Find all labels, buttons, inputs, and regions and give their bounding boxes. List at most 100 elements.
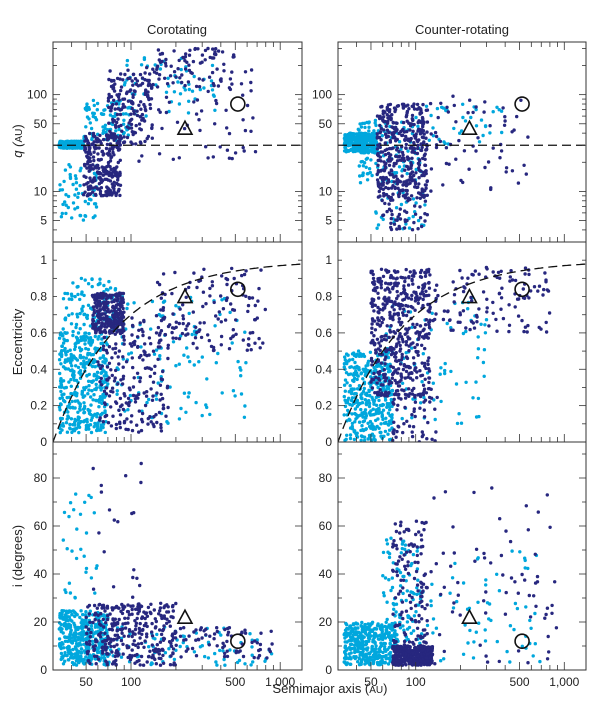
data-point — [418, 216, 423, 220]
data-point — [107, 92, 111, 97]
data-point — [209, 79, 214, 83]
data-point — [84, 346, 88, 351]
data-point — [64, 353, 68, 357]
data-point — [100, 395, 105, 400]
data-point — [393, 378, 397, 383]
data-point — [537, 325, 541, 330]
data-point — [244, 361, 248, 365]
data-point — [476, 396, 481, 401]
circle-marker — [514, 96, 530, 112]
data-point — [397, 140, 402, 144]
data-point — [411, 214, 415, 219]
data-point — [171, 340, 176, 344]
data-point — [129, 112, 133, 116]
data-point — [386, 282, 391, 286]
data-point — [157, 73, 162, 77]
data-point — [135, 371, 140, 375]
data-point — [120, 382, 125, 386]
data-point — [122, 83, 127, 87]
data-point — [78, 615, 82, 620]
data-point — [106, 99, 111, 103]
data-point — [155, 420, 159, 425]
data-point — [384, 176, 388, 180]
data-point — [121, 122, 126, 126]
data-point — [243, 70, 248, 74]
data-point — [163, 332, 167, 337]
data-point — [383, 288, 387, 292]
data-point — [164, 110, 169, 115]
data-point — [416, 227, 420, 231]
data-point — [187, 53, 192, 57]
data-point — [230, 266, 234, 271]
data-point — [81, 355, 86, 359]
data-point — [418, 192, 423, 196]
data-point — [352, 147, 356, 151]
data-point — [119, 378, 123, 382]
data-point — [429, 113, 433, 118]
data-point — [225, 282, 229, 287]
data-point — [376, 385, 380, 390]
data-point — [147, 97, 151, 102]
data-point — [441, 317, 446, 322]
data-point — [88, 324, 93, 328]
data-point — [419, 120, 424, 124]
data-point — [370, 359, 375, 364]
data-point — [98, 380, 102, 384]
data-point — [376, 390, 381, 394]
data-point — [151, 422, 155, 426]
data-point — [125, 306, 129, 311]
data-point — [395, 284, 399, 288]
data-point — [110, 373, 115, 378]
data-point — [409, 164, 413, 168]
y-tick-label: 0 — [40, 435, 47, 449]
data-point — [127, 400, 132, 404]
data-point — [495, 105, 499, 110]
data-point — [392, 302, 396, 306]
data-point — [165, 420, 169, 424]
data-point — [431, 318, 435, 323]
data-point — [147, 353, 151, 357]
data-point — [111, 114, 115, 119]
data-point — [358, 174, 362, 178]
data-point — [142, 349, 146, 353]
data-point — [497, 291, 502, 295]
data-point — [464, 380, 468, 384]
data-point — [181, 314, 185, 318]
data-point — [76, 195, 80, 199]
data-point — [76, 415, 81, 419]
circle-marker — [230, 96, 246, 112]
data-point — [182, 56, 186, 60]
data-point — [520, 318, 524, 323]
data-point — [99, 186, 104, 190]
data-point — [485, 297, 489, 301]
data-point — [384, 132, 388, 136]
data-point — [58, 396, 62, 401]
data-point — [117, 362, 121, 366]
data-point — [461, 309, 466, 313]
data-point — [508, 275, 512, 279]
data-point — [395, 408, 399, 412]
data-point — [423, 188, 427, 193]
data-point — [164, 57, 168, 62]
data-point — [383, 119, 387, 124]
data-point — [427, 293, 431, 297]
data-point — [395, 104, 400, 108]
data-point — [357, 368, 361, 372]
data-point — [371, 398, 375, 402]
data-point — [507, 323, 512, 327]
data-point — [155, 67, 159, 72]
data-point — [73, 393, 77, 397]
data-point — [164, 414, 168, 418]
data-point — [486, 160, 491, 164]
data-point — [411, 197, 416, 201]
data-point — [111, 414, 115, 418]
data-point — [379, 176, 383, 180]
data-point — [263, 307, 267, 312]
data-point — [186, 80, 191, 84]
data-point — [61, 341, 66, 345]
data-point — [452, 103, 456, 108]
data-point — [74, 364, 78, 368]
data-point — [405, 210, 409, 215]
data-point — [164, 64, 168, 68]
data-point — [159, 329, 164, 333]
